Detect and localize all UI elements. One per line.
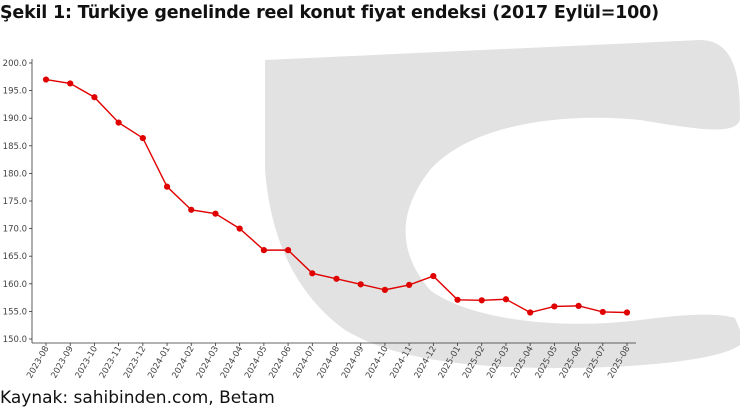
y-tick-label: 200.0 <box>3 59 27 69</box>
data-point <box>333 275 340 282</box>
data-point <box>527 309 534 316</box>
data-point <box>91 94 98 101</box>
x-tick-label: 2024-01 <box>146 345 172 381</box>
data-point <box>260 247 267 254</box>
data-point <box>236 225 243 232</box>
y-tick-label: 170.0 <box>3 225 27 235</box>
y-tick-label: 175.0 <box>3 197 27 207</box>
data-point <box>623 309 631 316</box>
y-tick-label: 160.0 <box>3 280 27 290</box>
x-tick-label: 2024-05 <box>243 345 269 381</box>
data-point <box>284 247 292 254</box>
y-tick-label: 180.0 <box>3 169 27 179</box>
chart-title: Şekil 1: Türkiye genelinde reel konut fi… <box>0 3 659 23</box>
data-point <box>381 286 389 293</box>
x-tick-label: 2024-04 <box>219 345 245 381</box>
x-tick-label: 2024-03 <box>195 345 221 381</box>
data-point <box>42 76 50 83</box>
x-tick-label: 2024-07 <box>291 345 317 381</box>
y-tick-label: 165.0 <box>3 252 27 262</box>
data-point <box>115 119 122 126</box>
x-tick-label: 2023-08 <box>25 345 51 381</box>
data-point <box>430 272 437 280</box>
y-tick-label: 195.0 <box>3 87 27 97</box>
data-point <box>478 297 485 304</box>
y-tick-label: 185.0 <box>3 142 27 152</box>
y-tick-label: 155.0 <box>3 307 27 317</box>
source-note: Kaynak: sahibinden.com, Betam <box>0 388 275 408</box>
data-point <box>67 80 74 87</box>
data-point <box>599 308 606 316</box>
x-tick-label: 2023-11 <box>98 345 124 381</box>
data-point <box>212 210 219 217</box>
data-point <box>309 270 316 277</box>
data-point <box>575 302 582 309</box>
y-tick-label: 190.0 <box>3 114 27 124</box>
data-point <box>163 183 171 190</box>
x-tick-label: 2023-09 <box>49 345 75 381</box>
data-point <box>551 303 558 310</box>
data-point <box>454 296 461 303</box>
data-point <box>357 281 364 288</box>
x-tick-label: 2024-02 <box>170 345 196 381</box>
background-watermark <box>265 40 740 368</box>
x-tick-label: 2024-09 <box>340 345 366 381</box>
x-tick-label: 2024-08 <box>316 345 342 381</box>
x-tick-label: 2024-06 <box>267 345 293 381</box>
x-tick-label: 2023-10 <box>74 345 100 381</box>
data-point <box>188 206 195 213</box>
series-layer <box>42 76 631 316</box>
x-tick-label: 2023-12 <box>122 345 148 381</box>
y-tick-label: 150.0 <box>3 335 27 345</box>
data-point <box>502 296 510 303</box>
data-point <box>139 134 146 142</box>
x-tick-label: 2024-10 <box>364 345 390 381</box>
data-point <box>406 281 413 289</box>
